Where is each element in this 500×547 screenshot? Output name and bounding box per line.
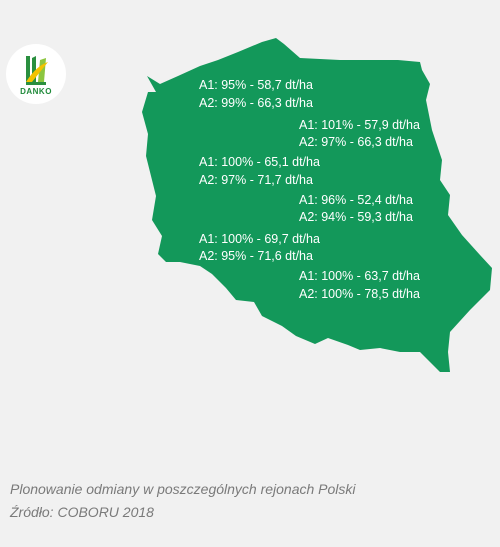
region-1-a1: A1: 95% - 58,7 dt/ha [199,78,313,92]
region-1-a2: A2: 99% - 66,3 dt/ha [199,96,313,110]
region-2-a1: A1: 101% - 57,9 dt/ha [299,118,420,132]
danko-logo: DANKO [6,44,66,104]
region-2-a2: A2: 97% - 66,3 dt/ha [299,135,413,149]
region-3-a1: A1: 100% - 65,1 dt/ha [199,155,320,169]
logo-brand-text: DANKO [20,87,52,96]
region-6-a1: A1: 100% - 63,7 dt/ha [299,269,420,283]
danko-leaf-logo-icon [26,54,48,85]
caption-source: Źródło: COBORU 2018 [10,504,154,520]
region-4-a2: A2: 94% - 59,3 dt/ha [299,210,413,224]
region-5-a2: A2: 95% - 71,6 dt/ha [199,249,313,263]
region-4-a1: A1: 96% - 52,4 dt/ha [299,193,413,207]
region-5-a1: A1: 100% - 69,7 dt/ha [199,232,320,246]
region-3-a2: A2: 97% - 71,7 dt/ha [199,173,313,187]
region-6-a2: A2: 100% - 78,5 dt/ha [299,287,420,301]
poland-shape [142,38,492,372]
caption-title: Plonowanie odmiany w poszczególnych rejo… [10,481,356,497]
